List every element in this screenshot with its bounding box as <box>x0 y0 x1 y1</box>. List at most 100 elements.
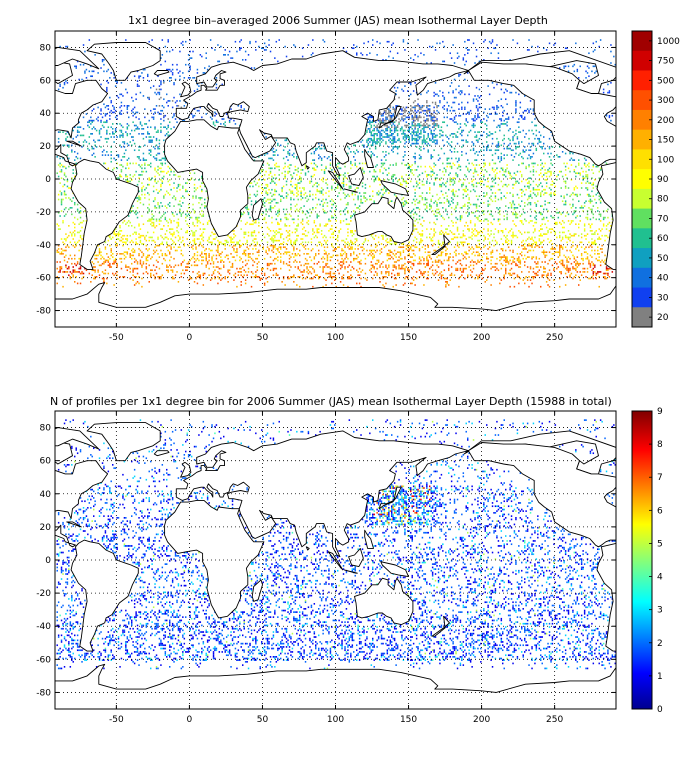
data-bin <box>513 285 516 288</box>
data-bin <box>350 248 352 250</box>
data-bin <box>201 253 203 255</box>
data-bin <box>303 226 305 229</box>
data-bin <box>136 243 139 245</box>
data-bin <box>420 195 422 198</box>
data-bin <box>344 251 346 254</box>
data-bin <box>440 274 443 277</box>
data-bin <box>285 251 288 254</box>
data-bin <box>78 223 80 226</box>
data-bin <box>164 157 167 160</box>
data-bin <box>575 165 577 168</box>
data-bin <box>177 223 180 226</box>
data-bin <box>275 162 278 165</box>
data-bin <box>500 152 503 155</box>
data-bin <box>412 174 415 176</box>
data-bin <box>74 233 76 235</box>
data-bin <box>467 228 469 230</box>
data-bin <box>455 210 457 212</box>
data-bin <box>434 215 437 217</box>
data-bin <box>529 244 532 247</box>
data-bin <box>303 246 305 249</box>
data-bin <box>167 266 169 268</box>
data-bin <box>147 207 149 209</box>
data-bin <box>393 264 396 267</box>
data-bin <box>164 254 167 257</box>
data-bin <box>285 225 288 227</box>
data-bin <box>455 172 457 175</box>
data-bin <box>63 243 66 245</box>
data-bin <box>301 169 304 171</box>
data-bin <box>358 267 361 270</box>
data-bin <box>341 248 343 250</box>
data-bin <box>103 272 105 275</box>
data-bin <box>154 207 156 209</box>
data-bin <box>231 241 234 244</box>
data-bin <box>467 169 469 171</box>
data-bin <box>599 238 602 240</box>
data-bin <box>348 248 351 250</box>
data-bin <box>538 183 541 186</box>
data-bin <box>483 253 485 255</box>
data-bin <box>426 228 428 230</box>
data-bin <box>395 277 397 280</box>
data-bin <box>339 253 342 255</box>
data-bin <box>335 164 337 166</box>
data-bin <box>269 208 272 211</box>
data-bin <box>591 210 593 212</box>
data-bin <box>104 272 107 275</box>
data-bin <box>537 261 539 263</box>
data-bin <box>275 177 278 180</box>
data-bin <box>494 174 497 176</box>
data-bin <box>90 281 92 283</box>
data-bin <box>385 159 387 161</box>
data-bin <box>398 259 400 262</box>
data-bin <box>231 238 234 240</box>
data-bin <box>347 202 349 204</box>
data-bin <box>420 272 422 275</box>
data-bin <box>110 266 112 268</box>
data-bin <box>337 239 339 242</box>
data-bin <box>253 230 256 232</box>
data-bin <box>275 239 278 242</box>
data-bin <box>455 236 457 239</box>
data-bin <box>505 169 507 171</box>
data-bin <box>171 228 174 230</box>
data-bin <box>379 253 381 255</box>
data-bin <box>62 185 64 188</box>
data-bin <box>126 164 129 166</box>
data-bin <box>74 246 76 249</box>
data-bin <box>458 246 460 249</box>
data-bin <box>586 256 589 258</box>
data-bin <box>382 188 384 191</box>
data-bin <box>521 244 523 247</box>
data-bin <box>522 162 524 165</box>
data-bin <box>167 192 169 194</box>
data-bin <box>109 266 111 268</box>
data-bin <box>337 187 339 189</box>
data-bin <box>586 175 589 178</box>
data-bin <box>154 251 156 254</box>
data-bin <box>301 210 304 212</box>
data-bin <box>192 248 194 250</box>
data-bin <box>421 172 424 175</box>
data-bin <box>608 267 611 270</box>
data-bin <box>402 264 405 267</box>
data-bin <box>507 243 510 245</box>
data-bin <box>240 267 242 270</box>
data-bin <box>243 231 245 234</box>
data-bin <box>281 172 283 175</box>
data-bin <box>483 246 485 249</box>
data-bin <box>386 238 389 240</box>
data-bin <box>323 170 326 173</box>
data-bin <box>93 152 95 155</box>
data-bin <box>282 277 285 280</box>
data-bin <box>242 276 244 278</box>
data-bin <box>167 165 169 168</box>
data-bin <box>478 205 481 207</box>
data-bin <box>506 261 508 263</box>
data-bin <box>468 182 470 184</box>
data-bin <box>506 147 508 150</box>
data-bin <box>401 198 403 201</box>
data-bin <box>277 210 279 212</box>
data-bin <box>483 228 485 230</box>
